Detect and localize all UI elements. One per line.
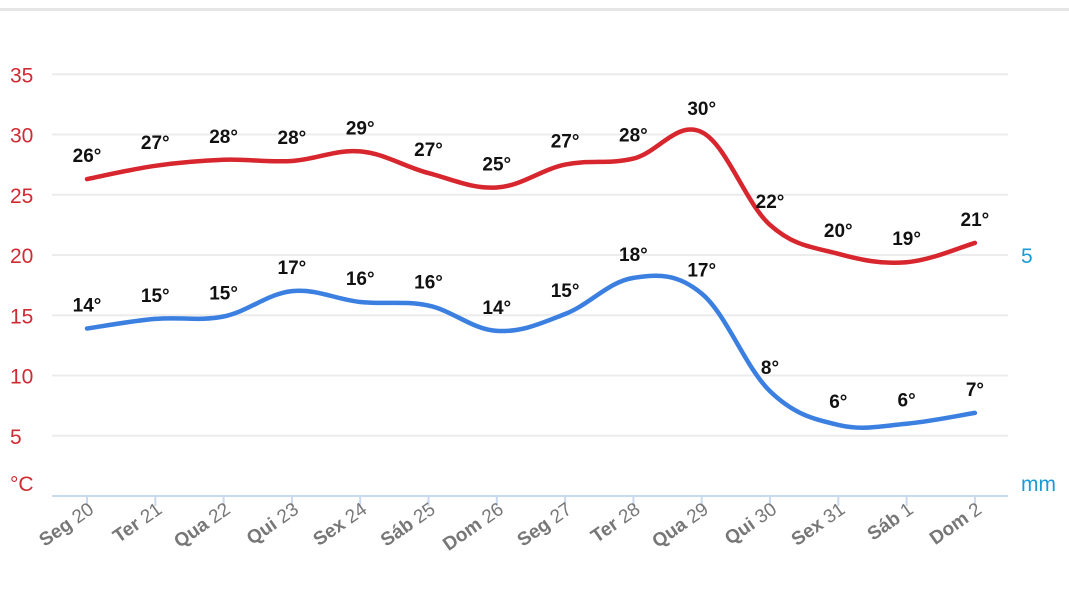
min-temp-label: 17° [687,261,716,282]
x-tick-label: Sáb 1 [864,499,918,545]
max-temp-label: 19° [892,229,921,250]
x-tick-label: Ter 21 [109,499,166,548]
max-temp-label: 25° [482,155,511,176]
y-tick-label: 35 [10,64,33,87]
max-temp-label: 22° [756,192,785,213]
x-tick-label: Qua 29 [649,499,713,553]
x-tick-label: Dom 26 [439,499,507,556]
min-temp-label: 14° [73,296,102,317]
right-axis-unit: mm [1021,473,1056,496]
min-temp-label: 8° [761,358,779,379]
x-tick-label: Sex 31 [788,499,849,551]
x-tick-label: Dom 2 [926,499,986,550]
right-axis-tick: 5 [1021,245,1033,268]
y-tick-label: 15 [10,305,33,328]
min-temp-label: 18° [619,245,648,266]
min-temp-label: 15° [141,286,170,307]
top-divider [0,0,1069,11]
max-temp-label: 28° [209,127,238,148]
min-temp-label: 16° [414,273,443,294]
max-temperature-line [84,127,978,265]
max-temp-label: 20° [824,221,853,242]
min-temperature-line [84,273,978,430]
x-tick-label: Ter 28 [588,499,645,548]
y-tick-label: 5 [10,426,22,449]
x-tick-label: Seg 27 [514,499,576,551]
min-temp-label: 17° [278,258,307,279]
y-tick-label: 10 [10,366,33,389]
min-temp-label: 14° [482,298,511,319]
min-temp-label: 7° [966,380,984,401]
max-temp-label: 26° [73,146,102,167]
x-tick-label: Qui 30 [721,499,781,550]
x-tick-label: Qua 22 [171,499,235,553]
max-temp-label: 30° [687,99,716,120]
y-tick-label: 20 [10,245,33,268]
max-temp-label: 21° [961,210,990,231]
min-temp-label: 15° [551,281,580,302]
min-temp-label: 15° [209,283,238,304]
min-temp-label: 6° [898,391,916,412]
left-axis-unit: °C [10,473,34,496]
max-temp-label: 28° [278,128,307,149]
y-tick-label: 30 [10,125,33,148]
y-tick-label: 25 [10,185,33,208]
x-tick-label: Sex 24 [310,499,372,551]
max-temp-label: 28° [619,126,648,147]
max-temp-label: 27° [141,133,170,154]
x-tick-label: Qui 23 [243,499,303,550]
min-temp-label: 6° [829,392,847,413]
x-tick-label: Sáb 25 [377,499,439,551]
max-temp-label: 29° [346,118,375,139]
max-temp-label: 27° [551,132,580,153]
max-temp-label: 27° [414,140,443,161]
x-tick-label: Seg 20 [36,499,98,551]
min-temp-label: 16° [346,269,375,290]
